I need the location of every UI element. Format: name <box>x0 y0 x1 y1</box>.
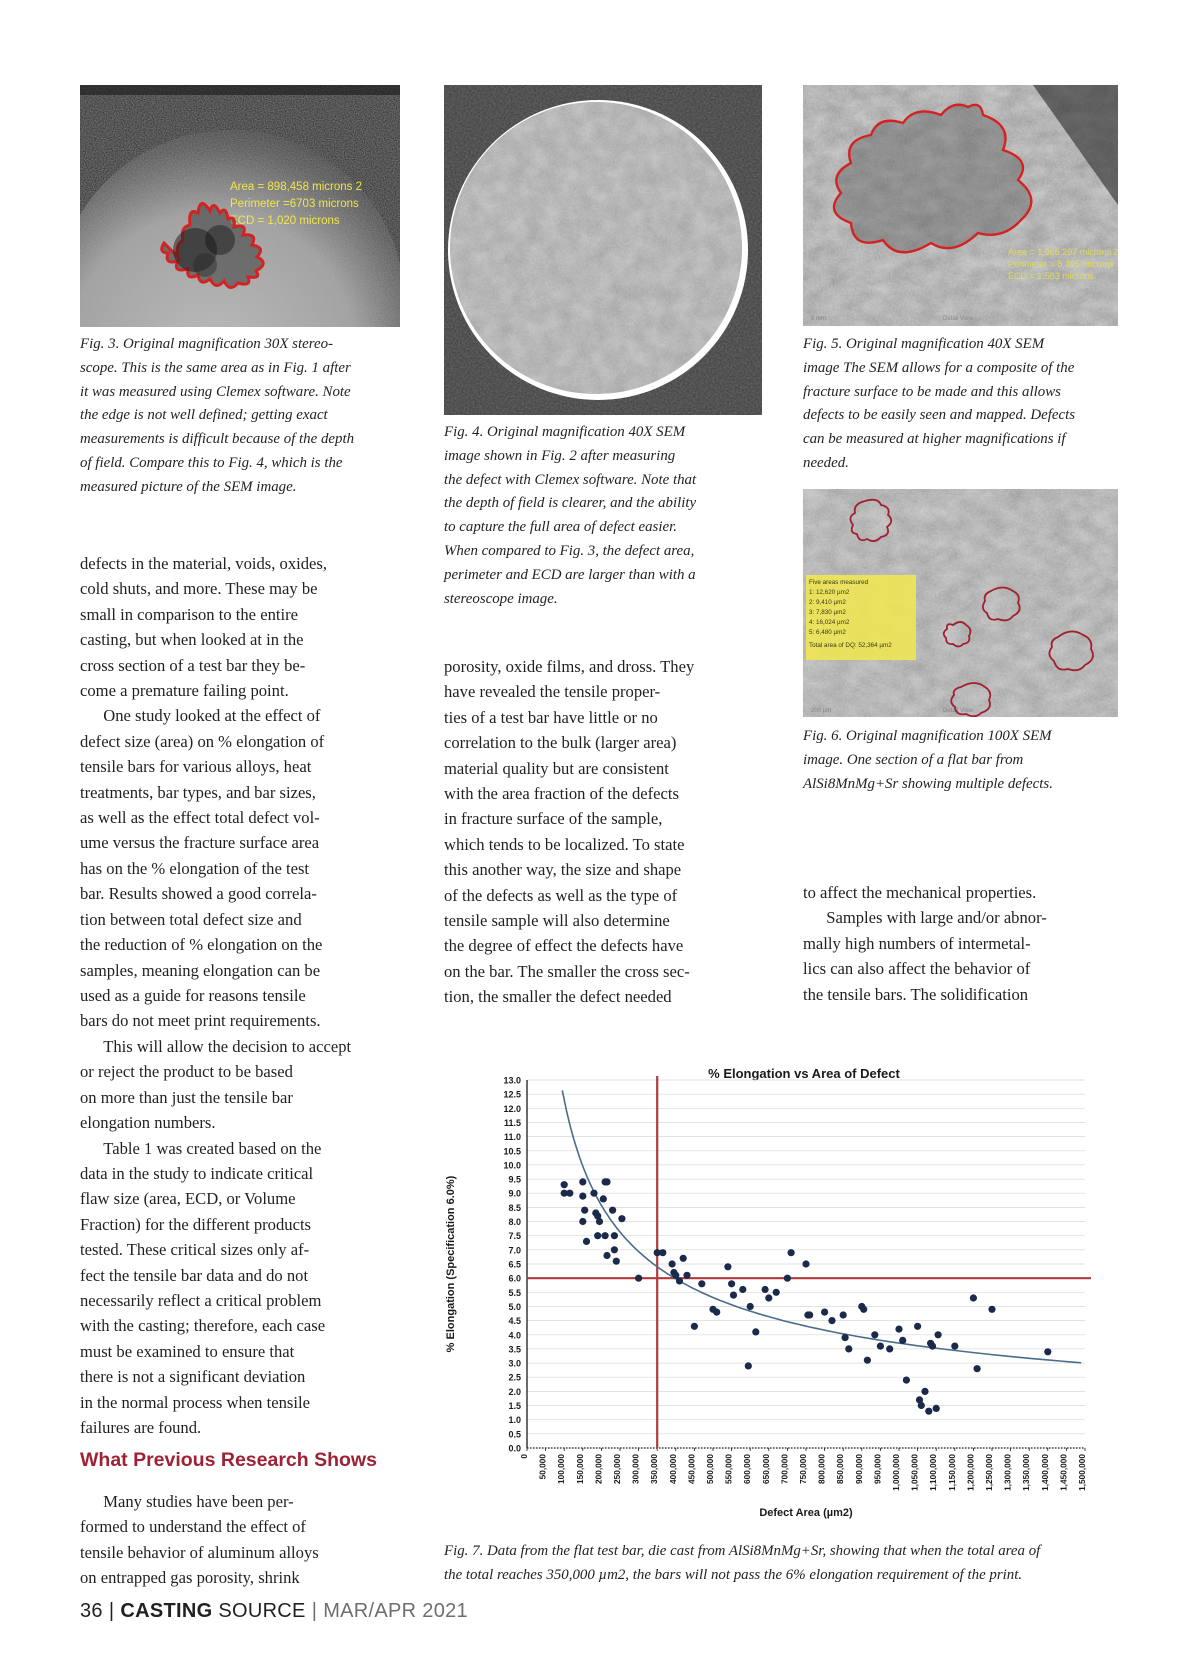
svg-text:4.0: 4.0 <box>508 1330 521 1340</box>
svg-text:350,000: 350,000 <box>649 1454 659 1484</box>
svg-text:250,000: 250,000 <box>612 1454 622 1484</box>
svg-text:% Elongation vs Area of Defect: % Elongation vs Area of Defect <box>708 1066 900 1081</box>
svg-text:500,000: 500,000 <box>705 1454 715 1484</box>
svg-text:400,000: 400,000 <box>668 1454 678 1484</box>
svg-text:150,000: 150,000 <box>575 1454 585 1484</box>
svg-text:0: 0 <box>519 1454 529 1459</box>
svg-text:3: 7,830 µm2: 3: 7,830 µm2 <box>809 609 846 616</box>
svg-text:1,200,000: 1,200,000 <box>965 1454 975 1491</box>
svg-text:5 mm: 5 mm <box>811 316 826 322</box>
svg-text:2.5: 2.5 <box>508 1373 521 1383</box>
svg-text:3.5: 3.5 <box>508 1344 521 1354</box>
svg-text:900,000: 900,000 <box>854 1454 864 1484</box>
svg-text:1,500,000: 1,500,000 <box>1077 1454 1087 1491</box>
svg-text:1,350,000: 1,350,000 <box>1021 1454 1031 1491</box>
svg-text:Five areas measured: Five areas measured <box>809 579 869 586</box>
svg-text:200 µm: 200 µm <box>811 708 831 714</box>
svg-text:450,000: 450,000 <box>686 1454 696 1484</box>
svg-text:1,300,000: 1,300,000 <box>1003 1454 1013 1491</box>
svg-text:0.0: 0.0 <box>508 1444 521 1454</box>
svg-text:9.5: 9.5 <box>508 1175 521 1185</box>
svg-text:10.0: 10.0 <box>503 1160 521 1170</box>
svg-text:6.5: 6.5 <box>508 1260 521 1270</box>
svg-text:950,000: 950,000 <box>872 1454 882 1484</box>
svg-text:650,000: 650,000 <box>761 1454 771 1484</box>
svg-text:100,000: 100,000 <box>556 1454 566 1484</box>
svg-text:5.0: 5.0 <box>508 1302 521 1312</box>
svg-text:300,000: 300,000 <box>631 1454 641 1484</box>
svg-text:800,000: 800,000 <box>817 1454 827 1484</box>
svg-text:1.0: 1.0 <box>508 1415 521 1425</box>
svg-text:2: 9,410 µm2: 2: 9,410 µm2 <box>809 599 846 606</box>
svg-text:700,000: 700,000 <box>779 1454 789 1484</box>
svg-text:% Elongation (Specification 6.: % Elongation (Specification 6.0%) <box>445 1175 457 1352</box>
svg-text:11.0: 11.0 <box>504 1132 521 1142</box>
svg-text:4.5: 4.5 <box>508 1316 521 1326</box>
svg-text:4: 16,024 µm2: 4: 16,024 µm2 <box>809 619 850 626</box>
svg-text:850,000: 850,000 <box>835 1454 845 1484</box>
svg-text:Perimeter =6703 microns: Perimeter =6703 microns <box>230 198 359 210</box>
svg-text:5.5: 5.5 <box>508 1288 521 1298</box>
svg-text:Detail View: Detail View <box>943 316 974 322</box>
svg-text:1,100,000: 1,100,000 <box>928 1454 938 1491</box>
svg-text:1,000,000: 1,000,000 <box>891 1454 901 1491</box>
svg-text:5: 6,480 µm2: 5: 6,480 µm2 <box>809 629 846 636</box>
svg-text:1,400,000: 1,400,000 <box>1040 1454 1050 1491</box>
svg-text:ECD = 1,583 microns: ECD = 1,583 microns <box>1008 271 1094 281</box>
svg-text:200,000: 200,000 <box>593 1454 603 1484</box>
svg-text:1,250,000: 1,250,000 <box>984 1454 994 1491</box>
svg-text:ECD = 1,020 microns: ECD = 1,020 microns <box>230 215 340 227</box>
svg-text:50,000: 50,000 <box>538 1454 548 1480</box>
svg-text:Area = 898,458 microns 2: Area = 898,458 microns 2 <box>230 181 362 193</box>
svg-text:12.0: 12.0 <box>503 1104 521 1114</box>
svg-text:8.0: 8.0 <box>508 1217 521 1227</box>
svg-text:1,050,000: 1,050,000 <box>910 1454 920 1491</box>
svg-text:Defect Area (µm2): Defect Area (µm2) <box>759 1507 853 1519</box>
svg-text:6.0: 6.0 <box>508 1274 521 1284</box>
svg-text:3.0: 3.0 <box>508 1359 521 1369</box>
svg-text:0.5: 0.5 <box>508 1429 521 1439</box>
svg-text:12.5: 12.5 <box>503 1090 521 1100</box>
svg-text:750,000: 750,000 <box>798 1454 808 1484</box>
svg-text:1,150,000: 1,150,000 <box>947 1454 957 1491</box>
svg-text:9.0: 9.0 <box>508 1189 521 1199</box>
svg-text:600,000: 600,000 <box>742 1454 752 1484</box>
svg-text:1.5: 1.5 <box>508 1401 521 1411</box>
svg-text:7.5: 7.5 <box>508 1231 521 1241</box>
svg-text:550,000: 550,000 <box>724 1454 734 1484</box>
svg-text:10.5: 10.5 <box>503 1146 521 1156</box>
svg-text:1,450,000: 1,450,000 <box>1058 1454 1068 1491</box>
svg-text:13.0: 13.0 <box>503 1076 521 1086</box>
svg-text:11.5: 11.5 <box>504 1118 521 1128</box>
svg-text:Perimeter = 8,395 microns: Perimeter = 8,395 microns <box>1008 259 1114 269</box>
svg-text:Area = 1,966,207 microns 2: Area = 1,966,207 microns 2 <box>1008 247 1118 257</box>
svg-text:1: 12,620 µm2: 1: 12,620 µm2 <box>809 589 850 596</box>
svg-text:8.5: 8.5 <box>508 1203 521 1213</box>
svg-text:Total area of DQ: 52,364 µm2: Total area of DQ: 52,364 µm2 <box>809 642 892 649</box>
svg-text:2.0: 2.0 <box>508 1387 521 1397</box>
svg-text:7.0: 7.0 <box>508 1245 521 1255</box>
